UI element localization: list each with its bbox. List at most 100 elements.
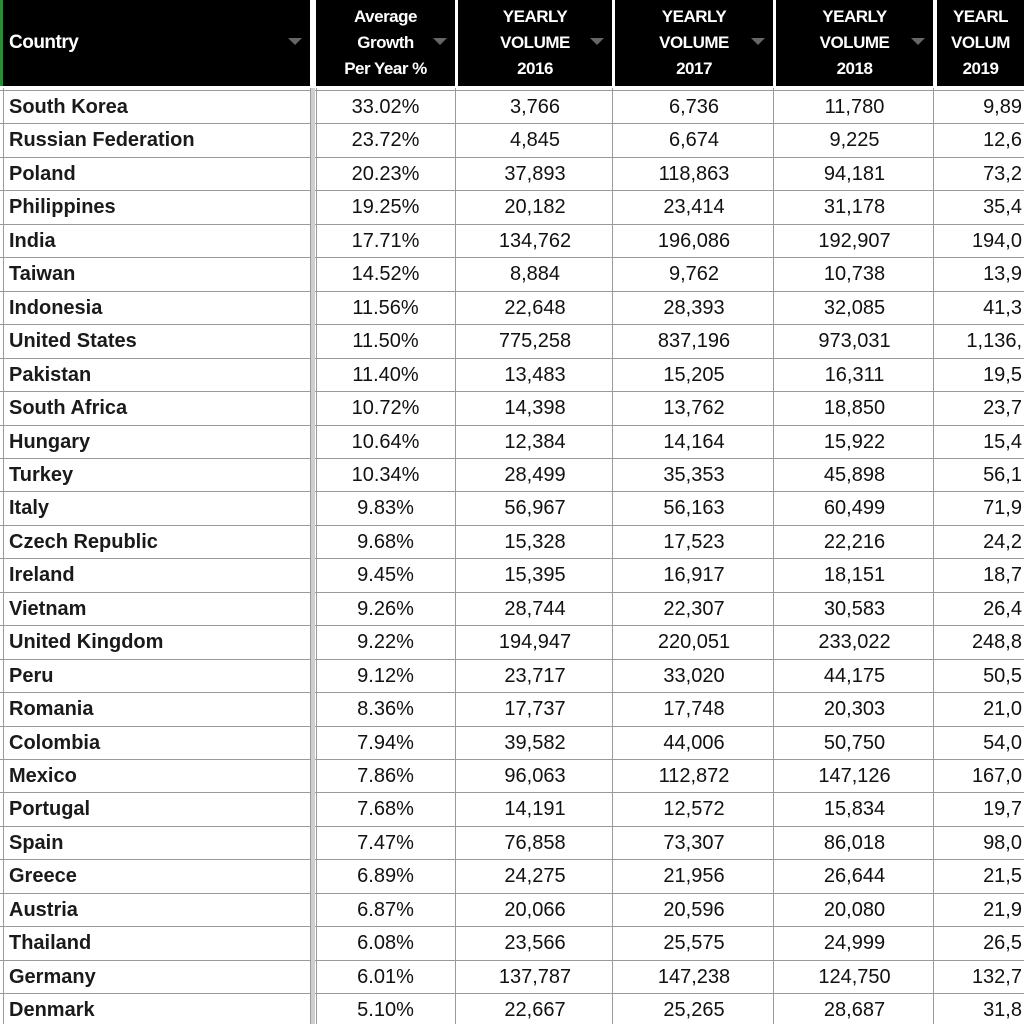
- table-cell: 60,499: [823, 497, 886, 520]
- table-cell: 6.08%: [357, 932, 414, 955]
- table-cell: 26,644: [823, 865, 886, 888]
- row-line: [0, 993, 1024, 995]
- table-cell: 56,163: [663, 497, 725, 520]
- table-cell: 94,181: [823, 162, 886, 185]
- table-cell: 28,687: [823, 999, 886, 1022]
- table-cell: 17,737: [504, 698, 566, 721]
- table-cell: 6.01%: [357, 965, 414, 988]
- table-cell: Russian Federation: [9, 129, 195, 152]
- column-header[interactable]: YEARLY VOLUME 2016: [458, 0, 612, 86]
- table-cell: 13,762: [663, 397, 725, 420]
- row-line: [0, 959, 1024, 961]
- column-header[interactable]: YEARLY VOLUME 2017: [615, 0, 773, 86]
- table-cell: 24,275: [504, 865, 566, 888]
- table-cell: 112,872: [658, 765, 730, 787]
- table-cell: 56,1: [983, 463, 1022, 486]
- table-cell: 1,136,: [966, 330, 1022, 353]
- table-cell: South Korea: [9, 96, 128, 118]
- table-cell: 147,238: [657, 965, 731, 988]
- table-cell: 6,674: [668, 129, 720, 152]
- table-cell: 8.36%: [357, 698, 414, 721]
- table-cell: 96,063: [504, 765, 566, 787]
- table-cell: 11.50%: [352, 330, 419, 353]
- column-header[interactable]: Country: [0, 0, 310, 86]
- table-cell: 7.94%: [357, 731, 414, 754]
- table-cell: 17.71%: [351, 229, 420, 252]
- filter-button[interactable]: [911, 38, 925, 45]
- table-cell: Indonesia: [9, 296, 103, 319]
- table-cell: 14,191: [504, 798, 566, 821]
- table-cell: Hungary: [9, 430, 91, 453]
- column-line: [612, 88, 613, 1024]
- column-line: [310, 88, 311, 1024]
- table-cell: 25,575: [663, 932, 725, 955]
- table-cell: 9.22%: [357, 631, 414, 654]
- table-cell: Spain: [9, 831, 64, 854]
- table-cell: Colombia: [9, 731, 101, 754]
- header-text: 2016: [517, 59, 553, 78]
- column-header[interactable]: YEARL VOLUM 2019: [937, 0, 1024, 86]
- table-cell: 192,907: [818, 229, 891, 252]
- table-cell: 17,748: [663, 698, 725, 721]
- table-cell: 16,311: [824, 363, 885, 386]
- header-text: YEARL: [952, 7, 1009, 26]
- table-cell: 15,328: [504, 530, 566, 553]
- table-cell: Portugal: [9, 798, 91, 821]
- filter-button[interactable]: [433, 38, 447, 45]
- table-cell: Denmark: [9, 999, 95, 1022]
- row-line: [0, 825, 1024, 827]
- table-cell: 9.83%: [357, 497, 414, 520]
- filter-button[interactable]: [590, 38, 604, 45]
- filter-button[interactable]: [751, 38, 765, 45]
- table-cell: 31,8: [983, 999, 1022, 1022]
- table-cell: 32,085: [823, 296, 886, 319]
- header-text: YEARLY: [502, 7, 568, 26]
- row-line: [0, 457, 1024, 459]
- table-cell: 22,667: [504, 999, 566, 1022]
- table-cell: 15,395: [504, 564, 566, 587]
- table-cell: United States: [9, 330, 137, 353]
- table-cell: 233,022: [818, 631, 891, 654]
- table-cell: 12,6: [983, 129, 1022, 152]
- table-cell: Mexico: [9, 765, 77, 787]
- header-text: Growth: [357, 33, 414, 52]
- column-header[interactable]: Average Growth Per Year %: [316, 0, 455, 86]
- table-cell: 5.10%: [357, 999, 414, 1022]
- table-cell: 7.68%: [357, 798, 414, 821]
- table-cell: 44,175: [823, 664, 886, 687]
- column-header[interactable]: YEARLY VOLUME 2018: [776, 0, 933, 86]
- table-cell: Italy: [9, 497, 50, 520]
- header-text: 2018: [836, 59, 873, 78]
- row-line: [0, 625, 1024, 627]
- table-cell: 33,020: [663, 664, 725, 687]
- table-cell: 167,0: [971, 765, 1022, 787]
- table-cell: 9,762: [668, 263, 720, 286]
- header-text: VOLUME: [500, 33, 570, 52]
- table-cell: 20.23%: [351, 162, 420, 185]
- table-cell: 10.34%: [351, 463, 420, 486]
- table-cell: Greece: [9, 865, 77, 888]
- table-cell: 86,018: [823, 831, 886, 854]
- table-cell: 4,845: [509, 129, 561, 152]
- filter-button[interactable]: [288, 38, 302, 45]
- table-cell: 21,0: [983, 698, 1022, 721]
- table-cell: 15,4: [983, 430, 1022, 453]
- table-cell: 11.40%: [352, 363, 419, 386]
- table-cell: 124,750: [818, 965, 891, 988]
- table-cell: 12,384: [504, 430, 566, 453]
- table-cell: 9.26%: [357, 597, 414, 620]
- table-cell: 22,216: [823, 530, 886, 553]
- table-cell: 21,5: [983, 865, 1022, 888]
- table-cell: 44,006: [663, 731, 725, 754]
- table-cell: 137,787: [498, 965, 572, 988]
- table-cell: 45,898: [823, 463, 886, 486]
- row-line: [0, 491, 1024, 493]
- column-line: [3, 88, 4, 1024]
- row-line: [0, 391, 1024, 393]
- table-cell: 28,393: [663, 296, 725, 319]
- table-cell: Poland: [9, 162, 76, 185]
- table-cell: 132,7: [971, 965, 1022, 988]
- table-cell: Germany: [9, 965, 96, 988]
- header-text: VOLUME: [659, 33, 729, 52]
